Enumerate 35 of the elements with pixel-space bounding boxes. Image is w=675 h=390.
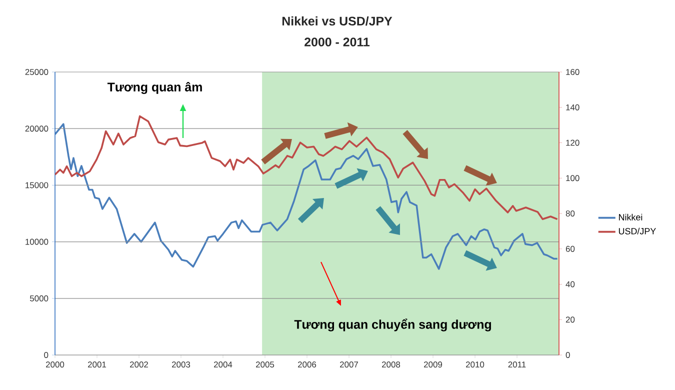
annotation: Tương quan chuyển sang dương: [294, 318, 492, 332]
y-tick-label: 0: [44, 352, 48, 358]
x-tick-label: 2006: [298, 362, 316, 368]
chart-title: Nikkei vs USD/JPY: [282, 16, 392, 26]
x-tick-label: 2000: [46, 362, 64, 368]
y-tick-label: 25000: [25, 69, 48, 75]
y2-tick-label: 20: [566, 316, 575, 323]
y2-tick-label: 40: [566, 281, 575, 288]
y2-tick-label: 60: [566, 246, 575, 252]
x-tick-label: 2003: [172, 362, 190, 368]
x-tick-label: 2005: [256, 362, 274, 368]
y2-tick-label: 100: [566, 175, 580, 182]
y2-tick-label: 160: [566, 69, 580, 75]
x-tick-label: 2007: [340, 362, 358, 368]
x-tick-label: 2001: [88, 362, 106, 368]
y-tick-label: 10000: [26, 238, 48, 245]
y2-tick-label: 0: [566, 352, 570, 358]
y-tick-label: 20000: [25, 126, 48, 132]
line-series: [55, 123, 558, 270]
legend-label: Nikkei: [619, 214, 642, 220]
legend-label: USD/JPY: [618, 228, 656, 234]
x-tick-label: 2004: [214, 362, 232, 368]
x-tick-label: 2011: [508, 362, 526, 368]
chart-subtitle: 2000 - 2011: [304, 38, 370, 46]
x-tick-label: 2008: [382, 362, 400, 368]
y2-tick-label: 120: [566, 140, 580, 146]
y2-tick-label: 80: [566, 210, 575, 216]
line-series: [55, 115, 558, 220]
y-tick-label: 15000: [26, 182, 48, 188]
x-tick-label: 2009: [424, 362, 442, 368]
x-tick-label: 2010: [466, 362, 484, 368]
y2-tick-label: 140: [566, 104, 580, 110]
x-tick-label: 2002: [130, 362, 148, 368]
annotation: Tương quan âm: [107, 82, 202, 94]
y-tick-label: 5000: [30, 295, 48, 302]
